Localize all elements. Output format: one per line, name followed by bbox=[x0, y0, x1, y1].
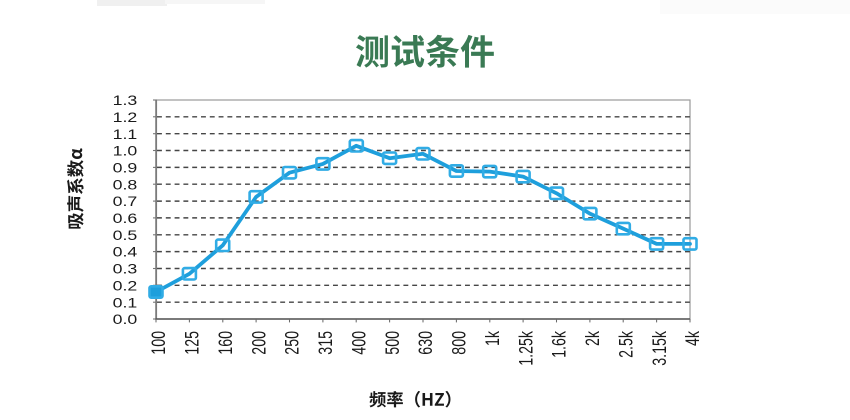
svg-text:0.8: 0.8 bbox=[113, 177, 138, 193]
svg-text:1.2: 1.2 bbox=[113, 110, 138, 126]
svg-text:0.0: 0.0 bbox=[113, 312, 138, 328]
svg-text:1.1: 1.1 bbox=[113, 126, 138, 142]
svg-text:0.1: 0.1 bbox=[113, 295, 138, 311]
svg-text:100: 100 bbox=[148, 331, 170, 355]
svg-text:250: 250 bbox=[282, 331, 304, 355]
svg-text:0.5: 0.5 bbox=[113, 228, 138, 244]
svg-text:0.9: 0.9 bbox=[113, 160, 138, 176]
svg-text:125: 125 bbox=[182, 331, 204, 355]
svg-text:200: 200 bbox=[248, 331, 270, 355]
svg-text:4k: 4k bbox=[682, 331, 704, 346]
svg-text:400: 400 bbox=[348, 331, 370, 355]
svg-text:2.5k: 2.5k bbox=[615, 331, 637, 358]
svg-text:3.15k: 3.15k bbox=[649, 331, 671, 366]
svg-text:1.6k: 1.6k bbox=[549, 331, 571, 358]
svg-text:2k: 2k bbox=[582, 331, 604, 346]
svg-text:1.3: 1.3 bbox=[113, 93, 138, 109]
svg-text:1k: 1k bbox=[482, 331, 504, 346]
svg-text:800: 800 bbox=[449, 331, 471, 355]
svg-text:0.4: 0.4 bbox=[113, 244, 138, 260]
svg-text:0.2: 0.2 bbox=[113, 278, 138, 294]
svg-text:0.3: 0.3 bbox=[113, 261, 138, 277]
svg-text:1.0: 1.0 bbox=[113, 143, 138, 159]
svg-text:500: 500 bbox=[382, 331, 404, 355]
svg-text:630: 630 bbox=[415, 331, 437, 355]
svg-text:0.7: 0.7 bbox=[113, 194, 138, 210]
svg-text:0.6: 0.6 bbox=[113, 211, 138, 227]
svg-text:315: 315 bbox=[315, 331, 337, 355]
svg-text:160: 160 bbox=[215, 331, 237, 355]
svg-text:1.25k: 1.25k bbox=[515, 331, 537, 366]
